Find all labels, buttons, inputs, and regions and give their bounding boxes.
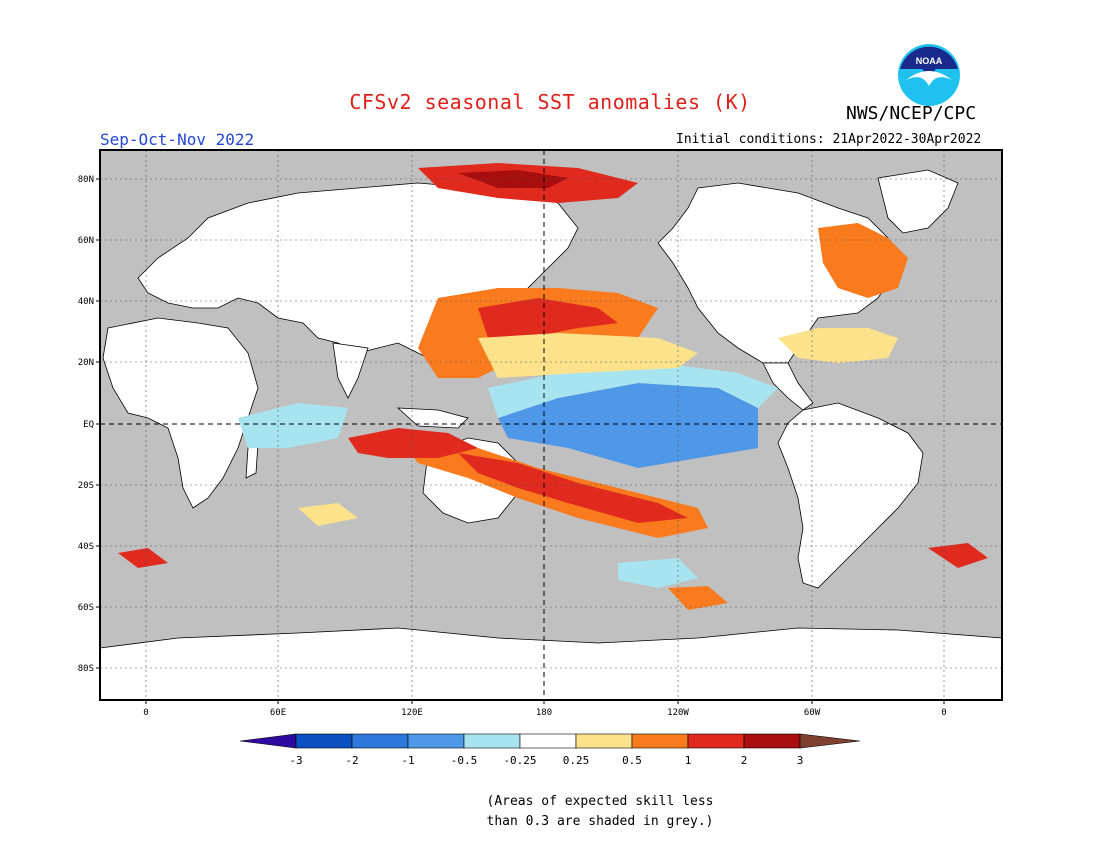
lat-label: 60N (78, 236, 94, 246)
colorbar-segment (519, 733, 577, 749)
lat-label: 40S (78, 542, 94, 552)
lon-label: 120E (401, 708, 423, 718)
land-india (332, 342, 369, 399)
colorbar-segment (631, 733, 689, 749)
colorbar-label: 3 (797, 754, 804, 767)
lat-label: 60S (78, 603, 94, 613)
weak-warm-anomaly-north-atlantic (778, 328, 898, 363)
lon-label: 0 (143, 708, 148, 718)
lat-label: 80N (78, 175, 94, 185)
season-label: Sep-Oct-Nov 2022 (100, 130, 255, 149)
weak-warm-anomaly-subtropical-pacific (478, 333, 698, 378)
colorbar-segment (575, 733, 633, 749)
map-grid (100, 150, 1002, 700)
anomaly-patches (118, 163, 988, 610)
warm-anomaly-north-atlantic (818, 223, 908, 298)
colorbar-label: -2 (345, 754, 358, 767)
logo-text: NOAA (916, 56, 943, 66)
lon-label: 180 (536, 708, 552, 718)
lat-label: 40N (78, 297, 94, 307)
colorbar-segment (463, 733, 521, 749)
land-south-america (777, 402, 924, 589)
lat-label: 20N (78, 358, 94, 368)
map-frame (99, 149, 1003, 701)
land-africa (102, 317, 259, 509)
lat-label: 80S (78, 664, 94, 674)
skill-note: (Areas of expected skill less than 0.3 a… (486, 794, 714, 829)
lon-label: 60W (804, 708, 821, 718)
agency-label: NWS/NCEP/CPC (846, 103, 977, 124)
land-madagascar (245, 442, 259, 479)
strong-warm-anomaly-south-pacific (458, 453, 688, 523)
warm-anomaly-south-indian (118, 548, 168, 568)
lat-label: EQ (83, 420, 94, 430)
colorbar-label: 0.5 (622, 754, 642, 767)
land-indonesia (396, 407, 469, 429)
lon-label: 60E (270, 708, 286, 718)
cold-anomaly-eq-pacific (498, 383, 758, 468)
lon-label: 0 (941, 708, 946, 718)
lat-label: 20S (78, 481, 94, 491)
land-greenland (877, 169, 959, 234)
warm-anomaly-south-atlantic (928, 543, 988, 568)
max-warm-anomaly-arctic (458, 170, 568, 188)
colorbar-segment (743, 733, 801, 749)
colorbar-segment (295, 733, 353, 749)
chart-title: CFSv2 seasonal SST anomalies (K) (349, 90, 751, 114)
sst-anomaly-map: 80N 60N 40N 20N EQ 20S 40S 60S 80S 0 60E 120E 180 120… (78, 149, 1003, 718)
colorbar-label: 1 (685, 754, 692, 767)
noaa-logo: NOAA (898, 44, 960, 106)
colorbar-extend-low (239, 733, 297, 749)
colorbar-segment (407, 733, 465, 749)
colorbar-label: 0.25 (563, 754, 590, 767)
map-labels: 80N 60N 40N 20N EQ 20S 40S 60S 80S 0 60E 120E 180 120… (78, 175, 947, 718)
colorbar-label: -0.5 (451, 754, 478, 767)
strong-warm-anomaly-north-pacific (478, 298, 618, 338)
warm-anomaly-maritime (348, 428, 478, 458)
initial-conditions-label: Initial conditions: 21Apr2022-30Apr2022 (676, 132, 982, 147)
land-central-america (762, 362, 814, 411)
colorbar-label: -0.25 (503, 754, 536, 767)
colorbar-label: 2 (741, 754, 748, 767)
lon-label: 120W (667, 708, 689, 718)
map-axes-emphasis (100, 150, 1002, 700)
colorbar-extend-high (799, 733, 861, 749)
weak-cold-anomaly-eq-pacific (488, 363, 778, 418)
warm-anomaly-southern-ocean (668, 586, 728, 610)
colorbar-segment (351, 733, 409, 749)
colorbar-label: -3 (289, 754, 302, 767)
colorbar-segment (687, 733, 745, 749)
weak-cold-anomaly-indian (238, 403, 348, 448)
weak-warm-anomaly-indian (298, 503, 358, 526)
colorbar-label: -1 (401, 754, 414, 767)
colorbar: -3 -2 -1 -0.5 -0.25 0.25 0.5 1 2 3 (239, 733, 861, 767)
